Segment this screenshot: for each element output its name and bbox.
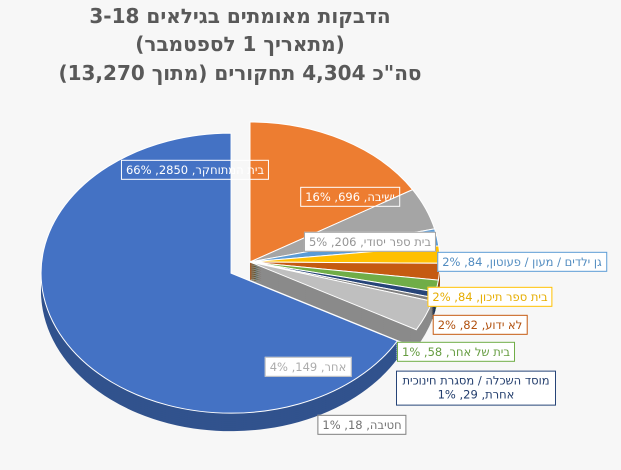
chart-title: הדבקות מאומתים בגילאים 3-18 bbox=[89, 4, 391, 28]
chart-subtitle: (מתאריך 1 לספטמבר) bbox=[135, 32, 345, 56]
data-label: בית של אחר, 58, 1% bbox=[397, 341, 515, 363]
data-label: בית המתוחקר, 2850, 66% bbox=[120, 159, 270, 181]
data-label: מוסד השכלה / מסגרת חינוכית אחרת, 29, 1% bbox=[396, 370, 556, 406]
data-label: אחר, 149, 4% bbox=[264, 356, 352, 378]
data-label: חטיבה, 18, 1% bbox=[317, 414, 407, 436]
data-label: בית ספר תיכון, 84, 2% bbox=[427, 286, 553, 308]
chart-subtitle: סה"כ 4,304 תחקורים (מתוך 13,270) bbox=[58, 61, 422, 85]
data-label: גן ילדים / מעון / פעוטון, 84, 2% bbox=[437, 251, 607, 273]
slice bbox=[40, 132, 399, 414]
data-label: ישיבה, 696, 16% bbox=[300, 186, 400, 208]
data-label: בית ספר יסודי, 206, 5% bbox=[303, 231, 437, 253]
data-label: לא ידוע, 82, 2% bbox=[432, 314, 528, 336]
slice bbox=[249, 121, 414, 263]
